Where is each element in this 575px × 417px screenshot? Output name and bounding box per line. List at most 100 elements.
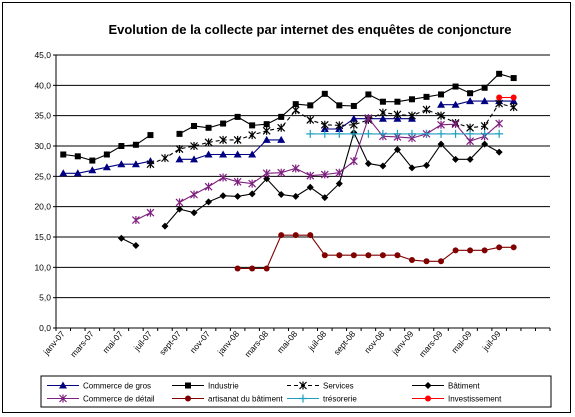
data-point xyxy=(336,252,343,259)
data-point xyxy=(117,234,125,242)
data-point xyxy=(219,135,228,144)
data-point xyxy=(393,146,401,154)
data-point xyxy=(249,122,256,129)
data-point xyxy=(379,162,387,170)
data-point xyxy=(205,198,213,206)
data-point xyxy=(349,157,358,166)
data-point xyxy=(248,190,256,198)
data-point xyxy=(365,91,372,98)
data-point xyxy=(378,114,387,122)
data-point xyxy=(146,208,155,217)
data-point xyxy=(263,121,270,128)
data-point xyxy=(249,265,256,272)
y-tick-label: 20,0 xyxy=(34,202,51,212)
data-point xyxy=(233,135,242,144)
data-point xyxy=(378,129,387,138)
data-point xyxy=(378,108,387,117)
data-point xyxy=(277,191,285,199)
data-point xyxy=(422,105,431,114)
x-tick-label: mai-09 xyxy=(449,329,474,356)
x-tick-label: mars-08 xyxy=(243,329,271,360)
data-point xyxy=(336,102,343,109)
legend-entry: trésorerie xyxy=(287,394,357,404)
data-point xyxy=(423,93,430,100)
y-tick-label: 35,0 xyxy=(34,111,51,121)
x-tick-label: nov-07 xyxy=(188,329,213,356)
data-point xyxy=(320,129,329,138)
data-point xyxy=(220,120,227,127)
data-point xyxy=(408,257,415,264)
data-point xyxy=(452,247,459,254)
data-point xyxy=(451,100,460,108)
data-point xyxy=(437,111,445,120)
data-point xyxy=(204,150,213,158)
data-point xyxy=(407,129,416,138)
data-point xyxy=(175,145,184,154)
x-tick-label: mars-09 xyxy=(417,329,445,360)
series-batiment xyxy=(117,129,503,249)
data-point xyxy=(451,120,460,129)
data-point xyxy=(408,111,416,120)
x-tick-label: janv-09 xyxy=(389,329,415,358)
x-axis-ticks: janv-07 mars-07 mai-07 juil-07 sept-07 nov-07… xyxy=(41,328,551,360)
data-point xyxy=(191,122,198,129)
data-point xyxy=(204,182,213,191)
x-tick-label: juil-09 xyxy=(480,329,503,354)
legend-marker xyxy=(299,381,307,390)
legend-entry: Commerce de gros xyxy=(47,381,151,391)
legend-entry: Bâtiment xyxy=(412,382,480,391)
legend-marker xyxy=(299,394,307,403)
data-point xyxy=(335,129,344,138)
data-point xyxy=(437,100,446,108)
x-tick-label: mai-08 xyxy=(275,329,300,356)
data-point xyxy=(278,113,285,120)
series-artisanat-du-batiment xyxy=(234,232,517,272)
data-point xyxy=(277,135,286,143)
data-point xyxy=(437,140,445,148)
x-tick-label: nov-08 xyxy=(362,329,387,356)
y-axis-ticks: 0,0 5,0 10,0 15,0 20,0 25,0 30,0 35,0 40,0 45,0 xyxy=(34,50,56,333)
data-point xyxy=(335,121,344,130)
data-point xyxy=(466,155,474,163)
data-point xyxy=(480,97,489,105)
data-point xyxy=(423,258,430,265)
legend-label: Bâtiment xyxy=(448,382,480,391)
legend-label: Commerce de détail xyxy=(83,395,155,404)
data-point xyxy=(102,163,111,171)
data-point xyxy=(292,101,299,108)
data-point xyxy=(248,150,257,158)
data-point xyxy=(335,180,343,188)
data-point xyxy=(510,75,517,82)
data-point xyxy=(466,97,475,105)
legend-marker xyxy=(185,395,191,402)
data-point xyxy=(204,138,213,147)
data-point xyxy=(349,114,358,122)
data-point xyxy=(496,244,503,251)
data-point xyxy=(438,91,445,98)
y-tick-label: 0,0 xyxy=(39,323,51,333)
data-point xyxy=(452,83,459,90)
data-point xyxy=(495,129,504,138)
data-point xyxy=(205,124,212,131)
x-tick-label: sept-07 xyxy=(157,329,183,357)
data-point xyxy=(510,94,517,101)
data-point xyxy=(103,151,110,158)
data-point xyxy=(394,98,401,105)
data-point xyxy=(451,129,460,138)
data-point xyxy=(496,94,503,101)
y-tick-label: 15,0 xyxy=(34,232,51,242)
data-point xyxy=(161,154,169,163)
data-point xyxy=(466,129,475,138)
data-point xyxy=(233,177,242,186)
data-point xyxy=(219,150,228,158)
data-point xyxy=(495,99,504,108)
data-point xyxy=(495,119,504,128)
legend-label: artisanat du bâtiment xyxy=(208,395,283,404)
series-line xyxy=(150,102,514,165)
data-point xyxy=(277,123,286,132)
data-point xyxy=(117,160,126,168)
data-point xyxy=(422,129,431,138)
data-point xyxy=(467,90,474,97)
data-point xyxy=(320,120,329,129)
data-point xyxy=(88,166,97,174)
